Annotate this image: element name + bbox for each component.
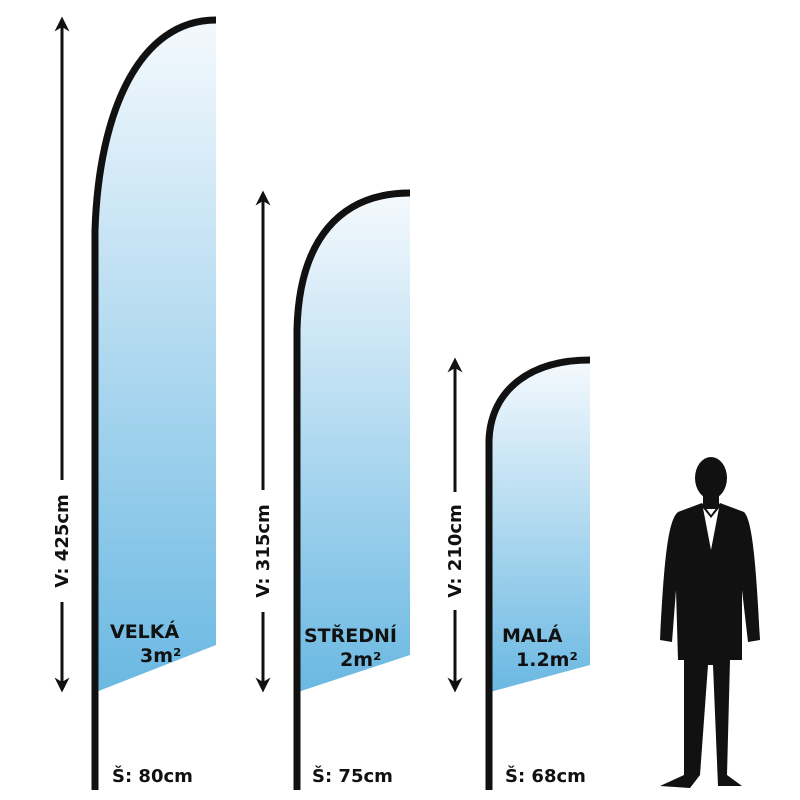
label-bg <box>441 492 469 610</box>
flag-pole <box>485 356 591 790</box>
flag-small: V: 210cm MALÁ 1.2m² Š: 68cm <box>441 356 591 790</box>
height-label: V: 210cm <box>445 504 466 598</box>
flag-medium: V: 315cm STŘEDNÍ 2m² Š: 75cm <box>249 189 411 790</box>
flag-pole <box>91 16 217 790</box>
flag-name: MALÁ <box>502 624 563 647</box>
flag-fabric <box>490 362 590 692</box>
label-bg <box>48 480 76 602</box>
height-label: V: 425cm <box>52 494 73 588</box>
flag-area: 2m² <box>340 649 381 671</box>
flag-name: STŘEDNÍ <box>304 624 397 647</box>
flag-area: 3m² <box>140 645 181 667</box>
person-silhouette <box>660 457 760 788</box>
width-label: Š: 68cm <box>505 765 586 787</box>
label-bg <box>249 490 277 612</box>
height-label: V: 315cm <box>253 504 274 598</box>
flag-large: V: 425cm VELKÁ 3m² Š: 80cm <box>48 16 217 790</box>
flag-pole <box>293 189 411 790</box>
flag-area: 1.2m² <box>516 649 578 671</box>
flag-fabric <box>96 20 216 692</box>
width-label: Š: 80cm <box>112 765 193 787</box>
flag-name: VELKÁ <box>110 620 180 643</box>
flag-fabric <box>298 195 410 692</box>
width-label: Š: 75cm <box>312 765 393 787</box>
